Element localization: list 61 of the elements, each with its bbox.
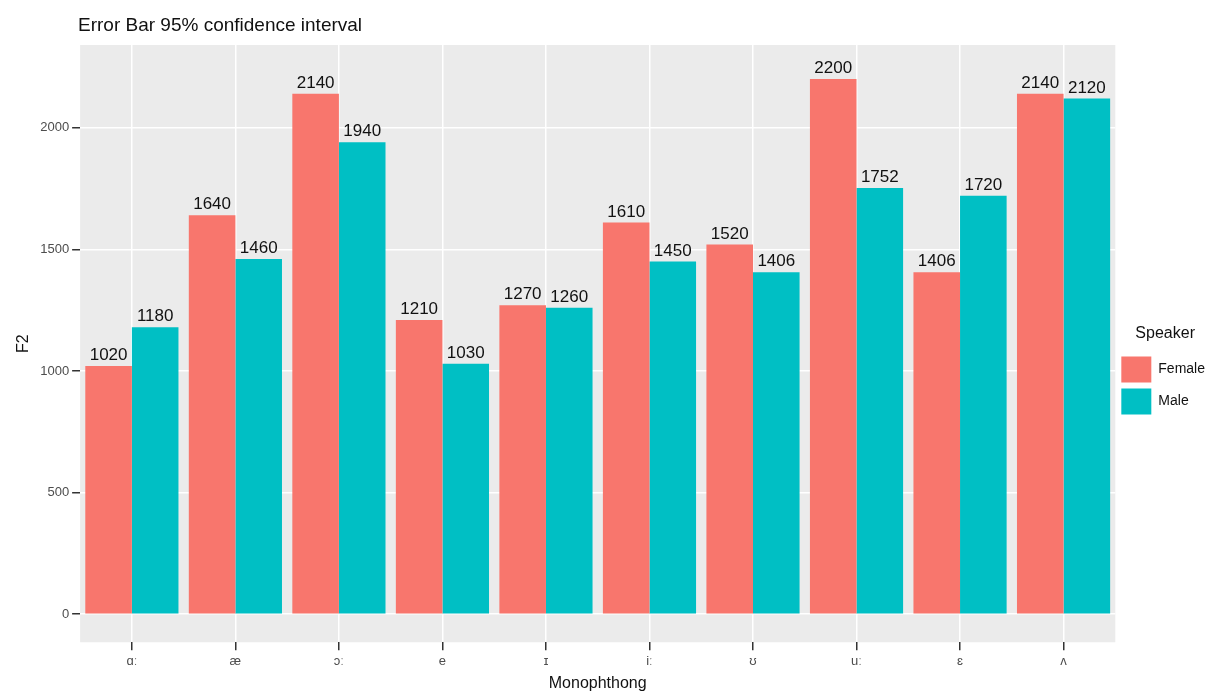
data-label: 1610 xyxy=(607,201,646,221)
data-label: 1752 xyxy=(860,167,899,187)
data-label: 1020 xyxy=(89,345,128,365)
data-label: 1520 xyxy=(710,223,749,243)
data-label: 1720 xyxy=(964,175,1003,195)
bar xyxy=(602,222,650,614)
bar xyxy=(395,319,443,614)
data-label: 1640 xyxy=(193,194,232,214)
data-label: 2140 xyxy=(1021,72,1060,92)
bar xyxy=(753,272,800,614)
x-axis-title: Monophthong xyxy=(548,673,647,691)
data-label: 1406 xyxy=(917,251,956,271)
data-label: 1940 xyxy=(343,121,382,141)
data-label: 1270 xyxy=(503,284,542,304)
x-tick-label: ʊ xyxy=(749,652,757,668)
bar xyxy=(499,305,546,614)
data-label: 1450 xyxy=(653,240,692,260)
bar xyxy=(856,188,904,614)
bar xyxy=(649,261,697,614)
bar xyxy=(960,195,1007,614)
data-label: 2140 xyxy=(296,72,335,92)
bar xyxy=(188,215,236,614)
data-label: 2200 xyxy=(814,58,853,78)
data-label: 1030 xyxy=(446,342,485,362)
bar xyxy=(292,93,339,614)
x-tick-label: iː xyxy=(646,652,653,668)
x-tick-label: ɛ xyxy=(957,652,964,668)
bar xyxy=(235,259,282,614)
x-tick-label: ɪ xyxy=(543,652,549,668)
y-axis-title: F2 xyxy=(14,334,32,353)
data-label: 1406 xyxy=(757,251,796,271)
legend-label: Male xyxy=(1158,392,1189,409)
bar xyxy=(442,363,490,614)
x-tick-label: æ xyxy=(229,652,242,668)
x-tick-label: ʌ xyxy=(1060,652,1068,668)
x-tick-label: e xyxy=(438,652,447,668)
y-tick-label: 2000 xyxy=(40,119,70,135)
data-label: 2120 xyxy=(1067,77,1106,97)
bar xyxy=(1063,98,1111,614)
bar xyxy=(338,142,386,614)
y-tick-label: 0 xyxy=(61,605,70,621)
x-tick-label: ɔː xyxy=(333,652,344,668)
bar xyxy=(1016,93,1064,614)
data-label: 1210 xyxy=(400,299,439,319)
x-tick-label: uː xyxy=(851,652,862,668)
legend-title: Speaker xyxy=(1135,323,1196,341)
legend-label: Female xyxy=(1158,360,1206,377)
data-label: 1180 xyxy=(136,306,174,326)
chart-title: Error Bar 95% confidence interval xyxy=(78,14,363,36)
data-label: 1460 xyxy=(239,238,278,258)
bar xyxy=(85,366,132,614)
bar xyxy=(706,244,753,614)
bar xyxy=(545,307,593,614)
y-tick-label: 1000 xyxy=(40,362,70,378)
y-tick-label: 1500 xyxy=(40,240,70,256)
bar xyxy=(913,272,961,614)
bar xyxy=(809,79,857,614)
y-tick-label: 500 xyxy=(47,484,70,500)
bar xyxy=(131,327,179,614)
data-label: 1260 xyxy=(550,286,589,306)
x-tick-label: ɑː xyxy=(126,652,138,668)
